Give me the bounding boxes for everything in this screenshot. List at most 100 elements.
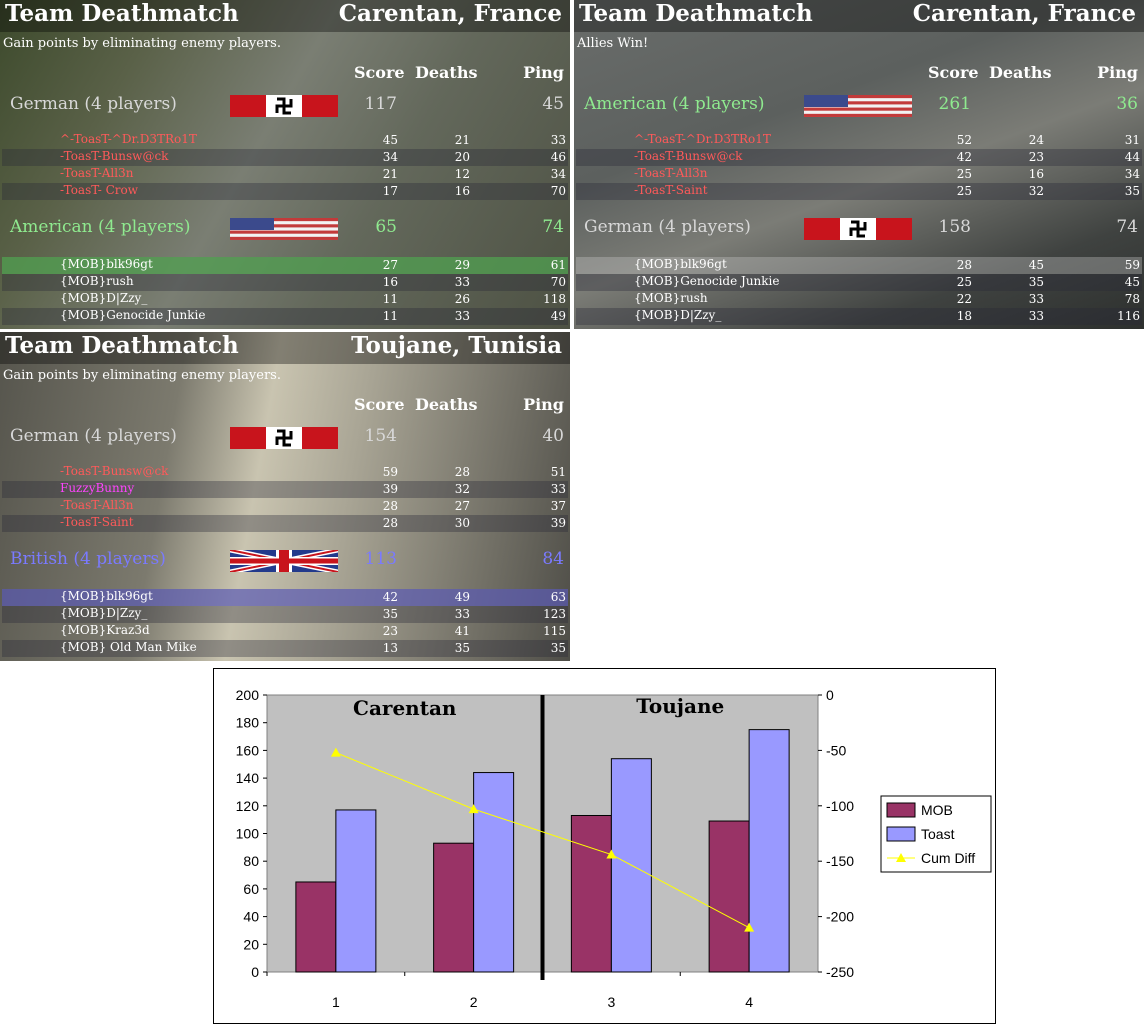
x-tick-label: 4 <box>745 994 753 1010</box>
player-row[interactable]: -ToasT-All3n 21 12 34 <box>2 166 568 183</box>
player-ping: 51 <box>550 465 566 479</box>
player-row[interactable]: {MOB}blk96gt 28 45 59 <box>576 257 1142 274</box>
player-row[interactable]: -ToasT-Saint 28 30 39 <box>2 515 568 532</box>
player-row[interactable]: -ToasT-Saint 25 32 35 <box>576 183 1142 200</box>
y-tick-label: 80 <box>243 853 259 869</box>
player-deaths: 35 <box>454 641 470 655</box>
team-name: German (4 players) <box>584 217 751 237</box>
player-ping: 116 <box>1117 309 1140 323</box>
player-name: {MOB}D|Zzy_ <box>60 606 148 620</box>
player-ping: 49 <box>550 309 566 323</box>
player-ping: 33 <box>550 133 566 147</box>
player-deaths: 20 <box>454 150 470 164</box>
subtitle: Allies Win! <box>577 36 649 51</box>
player-row[interactable]: {MOB}Genocide Junkie 25 35 45 <box>576 274 1142 291</box>
player-row[interactable]: {MOB} Old Man Mike 13 35 35 <box>2 640 568 657</box>
header-bar <box>574 0 1144 32</box>
player-row[interactable]: {MOB}Kraz3d 23 41 115 <box>2 623 568 640</box>
column-header-deaths: Deaths <box>989 63 1052 82</box>
player-deaths: 23 <box>1028 150 1044 164</box>
german-flag <box>230 427 338 449</box>
player-deaths: 27 <box>454 499 470 513</box>
player-row[interactable]: {MOB}rush 22 33 78 <box>576 291 1142 308</box>
player-ping: 61 <box>550 258 566 272</box>
player-row[interactable]: -ToasT-All3n 25 16 34 <box>576 166 1142 183</box>
column-header-deaths: Deaths <box>415 395 478 414</box>
player-name: {MOB}Genocide Junkie <box>60 308 206 322</box>
column-header-deaths: Deaths <box>415 63 478 82</box>
player-ping: 35 <box>550 641 566 655</box>
bar-toast <box>748 729 790 973</box>
player-ping: 39 <box>550 516 566 530</box>
player-row[interactable]: -ToasT-Bunsw@ck 59 28 51 <box>2 464 568 481</box>
cum-diff-marker <box>606 849 617 859</box>
bar-toast <box>335 809 377 973</box>
player-score: 42 <box>956 150 972 164</box>
player-name: {MOB}blk96gt <box>60 589 153 603</box>
player-ping: 34 <box>1124 167 1140 181</box>
bar-mob <box>708 820 750 973</box>
player-deaths: 21 <box>454 133 470 147</box>
player-row[interactable]: {MOB}D|Zzy_ 11 26 118 <box>2 291 568 308</box>
player-score: 39 <box>382 482 398 496</box>
bar-mob <box>433 842 475 973</box>
player-row[interactable]: {MOB}blk96gt 27 29 61 <box>2 257 568 274</box>
player-score: 16 <box>382 275 398 289</box>
player-ping: 44 <box>1124 150 1140 164</box>
player-name: {MOB}rush <box>634 291 708 305</box>
team-score: 117 <box>364 94 397 114</box>
player-deaths: 28 <box>454 465 470 479</box>
player-ping: 115 <box>543 624 566 638</box>
player-row[interactable]: {MOB}rush 16 33 70 <box>2 274 568 291</box>
column-header-score: Score <box>354 63 405 82</box>
player-ping: 123 <box>543 607 566 621</box>
player-score: 28 <box>956 258 972 272</box>
player-deaths: 35 <box>1028 275 1044 289</box>
player-deaths: 32 <box>1028 184 1044 198</box>
player-ping: 34 <box>550 167 566 181</box>
player-row[interactable]: ^-ToasT-^Dr.D3TRo1T 45 21 33 <box>2 132 568 149</box>
player-row[interactable]: {MOB}Genocide Junkie 11 33 49 <box>2 308 568 325</box>
player-row[interactable]: -ToasT-Bunsw@ck 42 23 44 <box>576 149 1142 166</box>
player-name: {MOB}blk96gt <box>634 257 727 271</box>
legend-swatch <box>886 826 916 842</box>
y-tick-label: 120 <box>236 798 260 814</box>
y-tick-label: 200 <box>236 687 260 703</box>
y-tick-label: 140 <box>236 770 260 786</box>
player-row[interactable]: {MOB}D|Zzy_ 35 33 123 <box>2 606 568 623</box>
player-ping: 118 <box>543 292 566 306</box>
team-ping: 74 <box>1116 217 1138 237</box>
player-score: 13 <box>382 641 398 655</box>
player-name: ^-ToasT-^Dr.D3TRo1T <box>634 132 771 146</box>
player-name: -ToasT-All3n <box>60 166 134 180</box>
legend-label: MOB <box>921 802 953 818</box>
team-name: British (4 players) <box>10 549 166 569</box>
player-row[interactable]: -ToasT- Crow 17 16 70 <box>2 183 568 200</box>
german-flag <box>804 218 912 240</box>
player-row[interactable]: {MOB}D|Zzy_ 18 33 116 <box>576 308 1142 325</box>
y2-tick-label: -100 <box>826 798 854 814</box>
player-row[interactable]: FuzzyBunny 39 32 33 <box>2 481 568 498</box>
team-ping: 74 <box>542 217 564 237</box>
team-name: American (4 players) <box>10 217 191 237</box>
cum-diff-marker <box>744 922 755 932</box>
player-row[interactable]: {MOB}blk96gt 42 49 63 <box>2 589 568 606</box>
player-row[interactable]: -ToasT-All3n 28 27 37 <box>2 498 568 515</box>
player-row[interactable]: ^-ToasT-^Dr.D3TRo1T 52 24 31 <box>576 132 1142 149</box>
player-score: 27 <box>382 258 398 272</box>
y-tick-label: 0 <box>251 964 259 980</box>
player-name: ^-ToasT-^Dr.D3TRo1T <box>60 132 197 146</box>
team-ping: 45 <box>542 94 564 114</box>
y2-tick-label: -250 <box>826 964 854 980</box>
player-score: 18 <box>956 309 972 323</box>
team-ping: 40 <box>542 426 564 446</box>
header-bar <box>0 0 570 32</box>
player-score: 11 <box>382 309 398 323</box>
player-row[interactable]: -ToasT-Bunsw@ck 34 20 46 <box>2 149 568 166</box>
player-deaths: 32 <box>454 482 470 496</box>
team-name: American (4 players) <box>584 94 765 114</box>
player-deaths: 33 <box>454 607 470 621</box>
bar-toast <box>473 772 515 973</box>
x-tick-label: 1 <box>332 994 340 1010</box>
y2-tick-label: 0 <box>826 687 834 703</box>
